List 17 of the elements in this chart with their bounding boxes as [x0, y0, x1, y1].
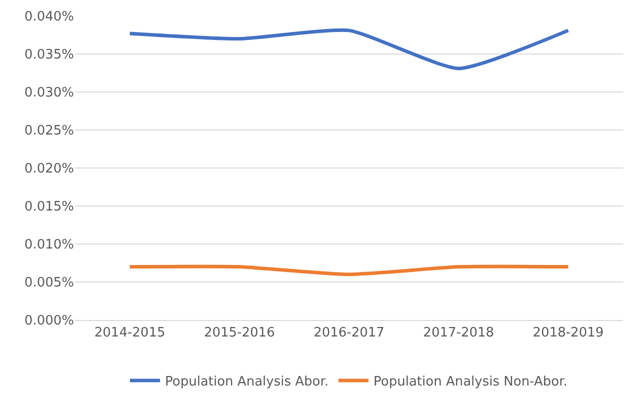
y-tick-label: 0.040% — [24, 10, 74, 25]
legend-label: Population Analysis Abor. — [165, 374, 329, 390]
x-tick-label: 2015-2016 — [204, 326, 275, 341]
line-series — [128, 28, 570, 70]
y-tick-label: 0.015% — [24, 200, 74, 215]
x-tick-label: 2018-2019 — [532, 326, 604, 341]
y-tick-label: 0.010% — [24, 238, 74, 253]
y-tick-label: 0.000% — [24, 314, 74, 329]
x-tick-label: 2014-2015 — [94, 326, 166, 341]
y-tick-label: 0.005% — [24, 276, 74, 291]
x-tick-label: 2017-2018 — [423, 326, 494, 341]
legend-label: Population Analysis Non-Abor. — [374, 374, 568, 390]
x-tick-label: 2016-2017 — [314, 326, 384, 341]
y-tick-label: 0.020% — [24, 162, 74, 177]
y-tick-label: 0.030% — [24, 86, 74, 101]
y-tick-label: 0.035% — [24, 48, 74, 63]
y-tick-label: 0.025% — [24, 124, 74, 139]
